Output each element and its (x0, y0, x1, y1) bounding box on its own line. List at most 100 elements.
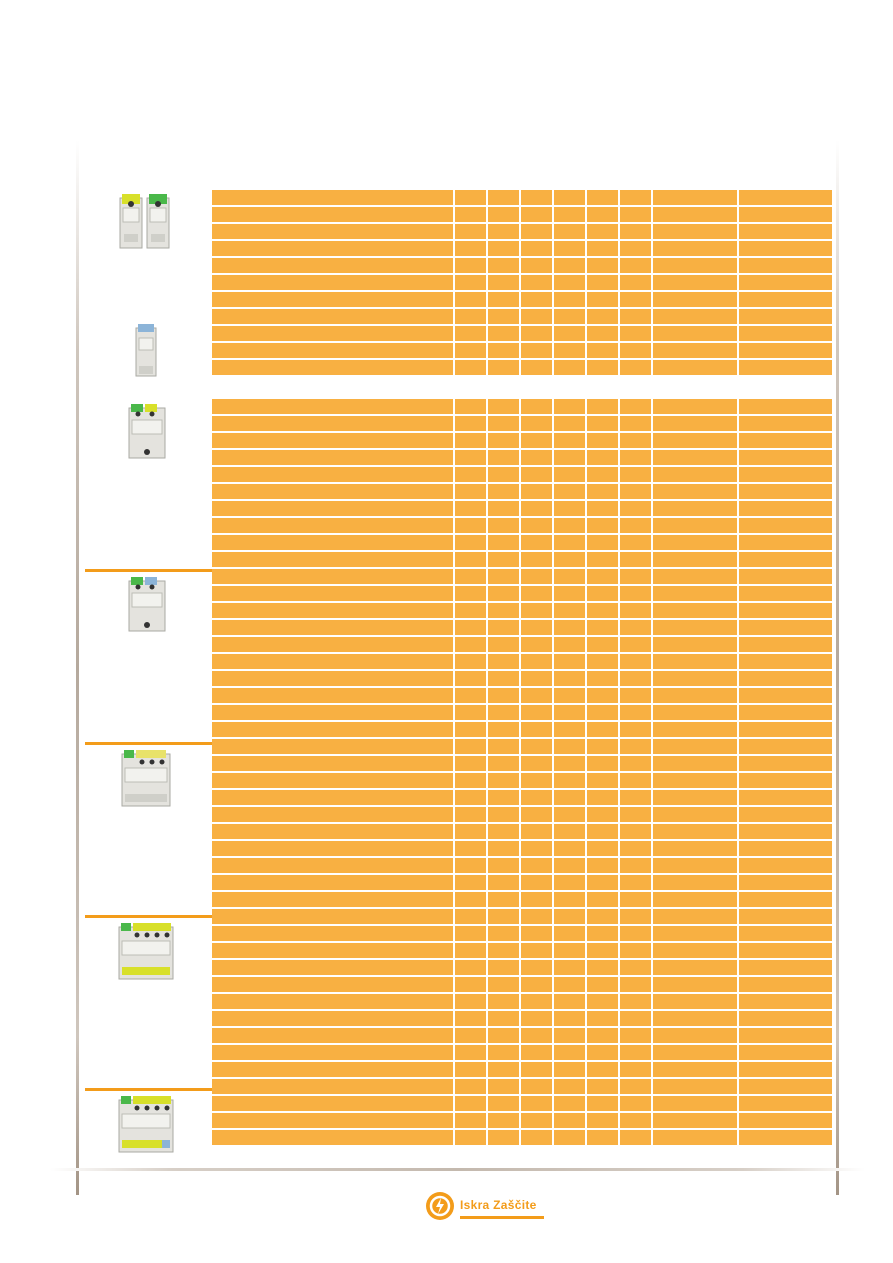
table-cell (212, 1096, 453, 1111)
table-cell (488, 1045, 519, 1060)
table-cell (653, 467, 737, 482)
surge-protector-2p-blue-image (128, 577, 166, 632)
table-cell (620, 1113, 651, 1128)
table-cell (554, 926, 585, 941)
table-cell (455, 207, 486, 222)
table-cell (488, 241, 519, 256)
table-cell (521, 909, 552, 924)
table-cell (620, 671, 651, 686)
table-cell (521, 433, 552, 448)
table-cell (739, 841, 832, 856)
table-cell (212, 241, 453, 256)
table-row (212, 790, 833, 805)
table-cell (212, 569, 453, 584)
table-cell (653, 1096, 737, 1111)
table-cell (488, 1079, 519, 1094)
table-cell (455, 671, 486, 686)
table-cell (212, 722, 453, 737)
table-cell (653, 292, 737, 307)
table-cell (212, 360, 453, 375)
table-row (212, 275, 833, 290)
table-cell (587, 773, 618, 788)
table-cell (653, 1079, 737, 1094)
table-cell (455, 518, 486, 533)
table-cell (212, 1028, 453, 1043)
table-row (212, 756, 833, 771)
table-cell (653, 875, 737, 890)
table-row (212, 1096, 833, 1111)
table-cell (488, 535, 519, 550)
table-cell (521, 484, 552, 499)
table-cell (521, 241, 552, 256)
table-cell (212, 343, 453, 358)
table-cell (488, 224, 519, 239)
table-cell (455, 1028, 486, 1043)
table-cell (455, 501, 486, 516)
table-cell (653, 360, 737, 375)
table-cell (587, 586, 618, 601)
table-cell (488, 620, 519, 635)
table-row (212, 501, 833, 516)
table-cell (620, 824, 651, 839)
surge-protector-1p-blue-image (135, 324, 157, 377)
table-cell (554, 960, 585, 975)
table-cell (739, 399, 832, 414)
table-cell (554, 518, 585, 533)
table-cell (554, 309, 585, 324)
table-cell (488, 773, 519, 788)
table-cell (554, 892, 585, 907)
table-cell (653, 824, 737, 839)
table-row (212, 326, 833, 341)
table-cell (620, 258, 651, 273)
table-cell (554, 688, 585, 703)
table-cell (212, 1079, 453, 1094)
table-cell (653, 433, 737, 448)
table-cell (587, 275, 618, 290)
table-cell (620, 1079, 651, 1094)
table-cell (620, 292, 651, 307)
table-row (212, 586, 833, 601)
table-cell (587, 569, 618, 584)
table-cell (554, 654, 585, 669)
table-cell (488, 977, 519, 992)
table-cell (587, 1062, 618, 1077)
table-cell (653, 1113, 737, 1128)
table-cell (587, 977, 618, 992)
table-cell (455, 258, 486, 273)
table-cell (620, 1130, 651, 1145)
spec-table-top (212, 190, 833, 377)
table-cell (554, 603, 585, 618)
table-cell (521, 603, 552, 618)
table-cell (739, 773, 832, 788)
table-cell (455, 484, 486, 499)
table-cell (488, 501, 519, 516)
table-cell (212, 399, 453, 414)
table-cell (455, 824, 486, 839)
table-cell (620, 756, 651, 771)
table-cell (739, 926, 832, 941)
table-cell (739, 416, 832, 431)
table-cell (212, 654, 453, 669)
table-row (212, 926, 833, 941)
table-cell (212, 292, 453, 307)
table-cell (455, 739, 486, 754)
table-cell (455, 841, 486, 856)
table-cell (212, 309, 453, 324)
table-cell (620, 688, 651, 703)
table-cell (455, 535, 486, 550)
table-cell (455, 807, 486, 822)
section-divider (85, 569, 213, 572)
table-cell (620, 518, 651, 533)
frame-left-border (76, 140, 79, 1195)
table-cell (455, 326, 486, 341)
table-cell (587, 671, 618, 686)
table-cell (653, 207, 737, 222)
table-cell (455, 309, 486, 324)
section-divider (85, 915, 213, 918)
table-cell (739, 309, 832, 324)
table-cell (212, 224, 453, 239)
table-cell (653, 603, 737, 618)
table-cell (488, 654, 519, 669)
table-cell (587, 858, 618, 873)
table-cell (488, 484, 519, 499)
